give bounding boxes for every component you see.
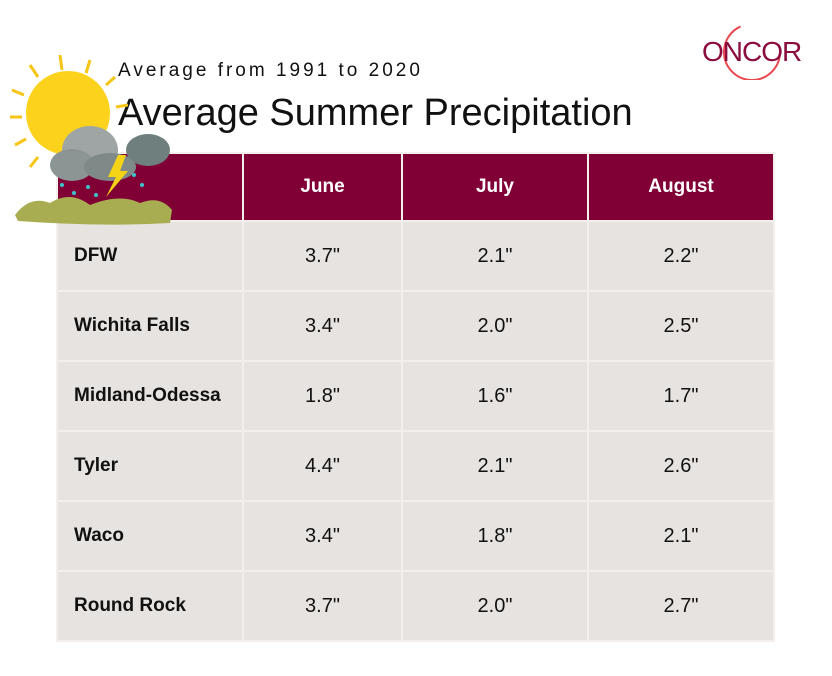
precipitation-value: 2.6" [589,432,773,500]
precipitation-value: 2.1" [589,502,773,570]
oncor-logo: ONCOR [700,20,815,80]
precipitation-value: 2.2" [589,222,773,290]
city-name: Round Rock [58,572,242,640]
precipitation-table: June July August DFW 3.7" 2.1" 2.2" Wichita Fa… [56,152,775,642]
city-name: DFW [58,222,242,290]
column-header: June [244,154,401,220]
column-header: August [589,154,773,220]
table-row: Tyler 4.4" 2.1" 2.6" [58,432,773,500]
precipitation-value: 1.6" [403,362,587,430]
weather-illustration [10,55,172,225]
table-row: Round Rock 3.7" 2.0" 2.7" [58,572,773,640]
grass-icon [15,196,172,225]
city-name: Waco [58,502,242,570]
precipitation-value: 2.7" [589,572,773,640]
precipitation-value: 2.5" [589,292,773,360]
precipitation-value: 3.4" [244,292,401,360]
precipitation-value: 2.1" [403,432,587,500]
precipitation-value: 1.8" [403,502,587,570]
table-row: Wichita Falls 3.4" 2.0" 2.5" [58,292,773,360]
precipitation-value: 3.4" [244,502,401,570]
city-name: Midland-Odessa [58,362,242,430]
rain-icon [60,173,144,197]
precipitation-value: 1.7" [589,362,773,430]
city-name: Wichita Falls [58,292,242,360]
page-title: Average Summer Precipitation [118,92,633,134]
precipitation-value: 1.8" [244,362,401,430]
table-row: DFW 3.7" 2.1" 2.2" [58,222,773,290]
precipitation-value: 2.0" [403,572,587,640]
table-row: Waco 3.4" 1.8" 2.1" [58,502,773,570]
sun-icon [10,55,129,168]
precipitation-value: 4.4" [244,432,401,500]
table-row: Midland-Odessa 1.8" 1.6" 1.7" [58,362,773,430]
precipitation-value: 2.1" [403,222,587,290]
city-name: Tyler [58,432,242,500]
subtitle: Average from 1991 to 2020 [118,60,423,81]
lightning-icon [106,155,128,197]
precipitation-value: 3.7" [244,222,401,290]
logo-text: ONCOR [702,36,802,67]
column-header: July [403,154,587,220]
precipitation-value: 2.0" [403,292,587,360]
precipitation-value: 3.7" [244,572,401,640]
